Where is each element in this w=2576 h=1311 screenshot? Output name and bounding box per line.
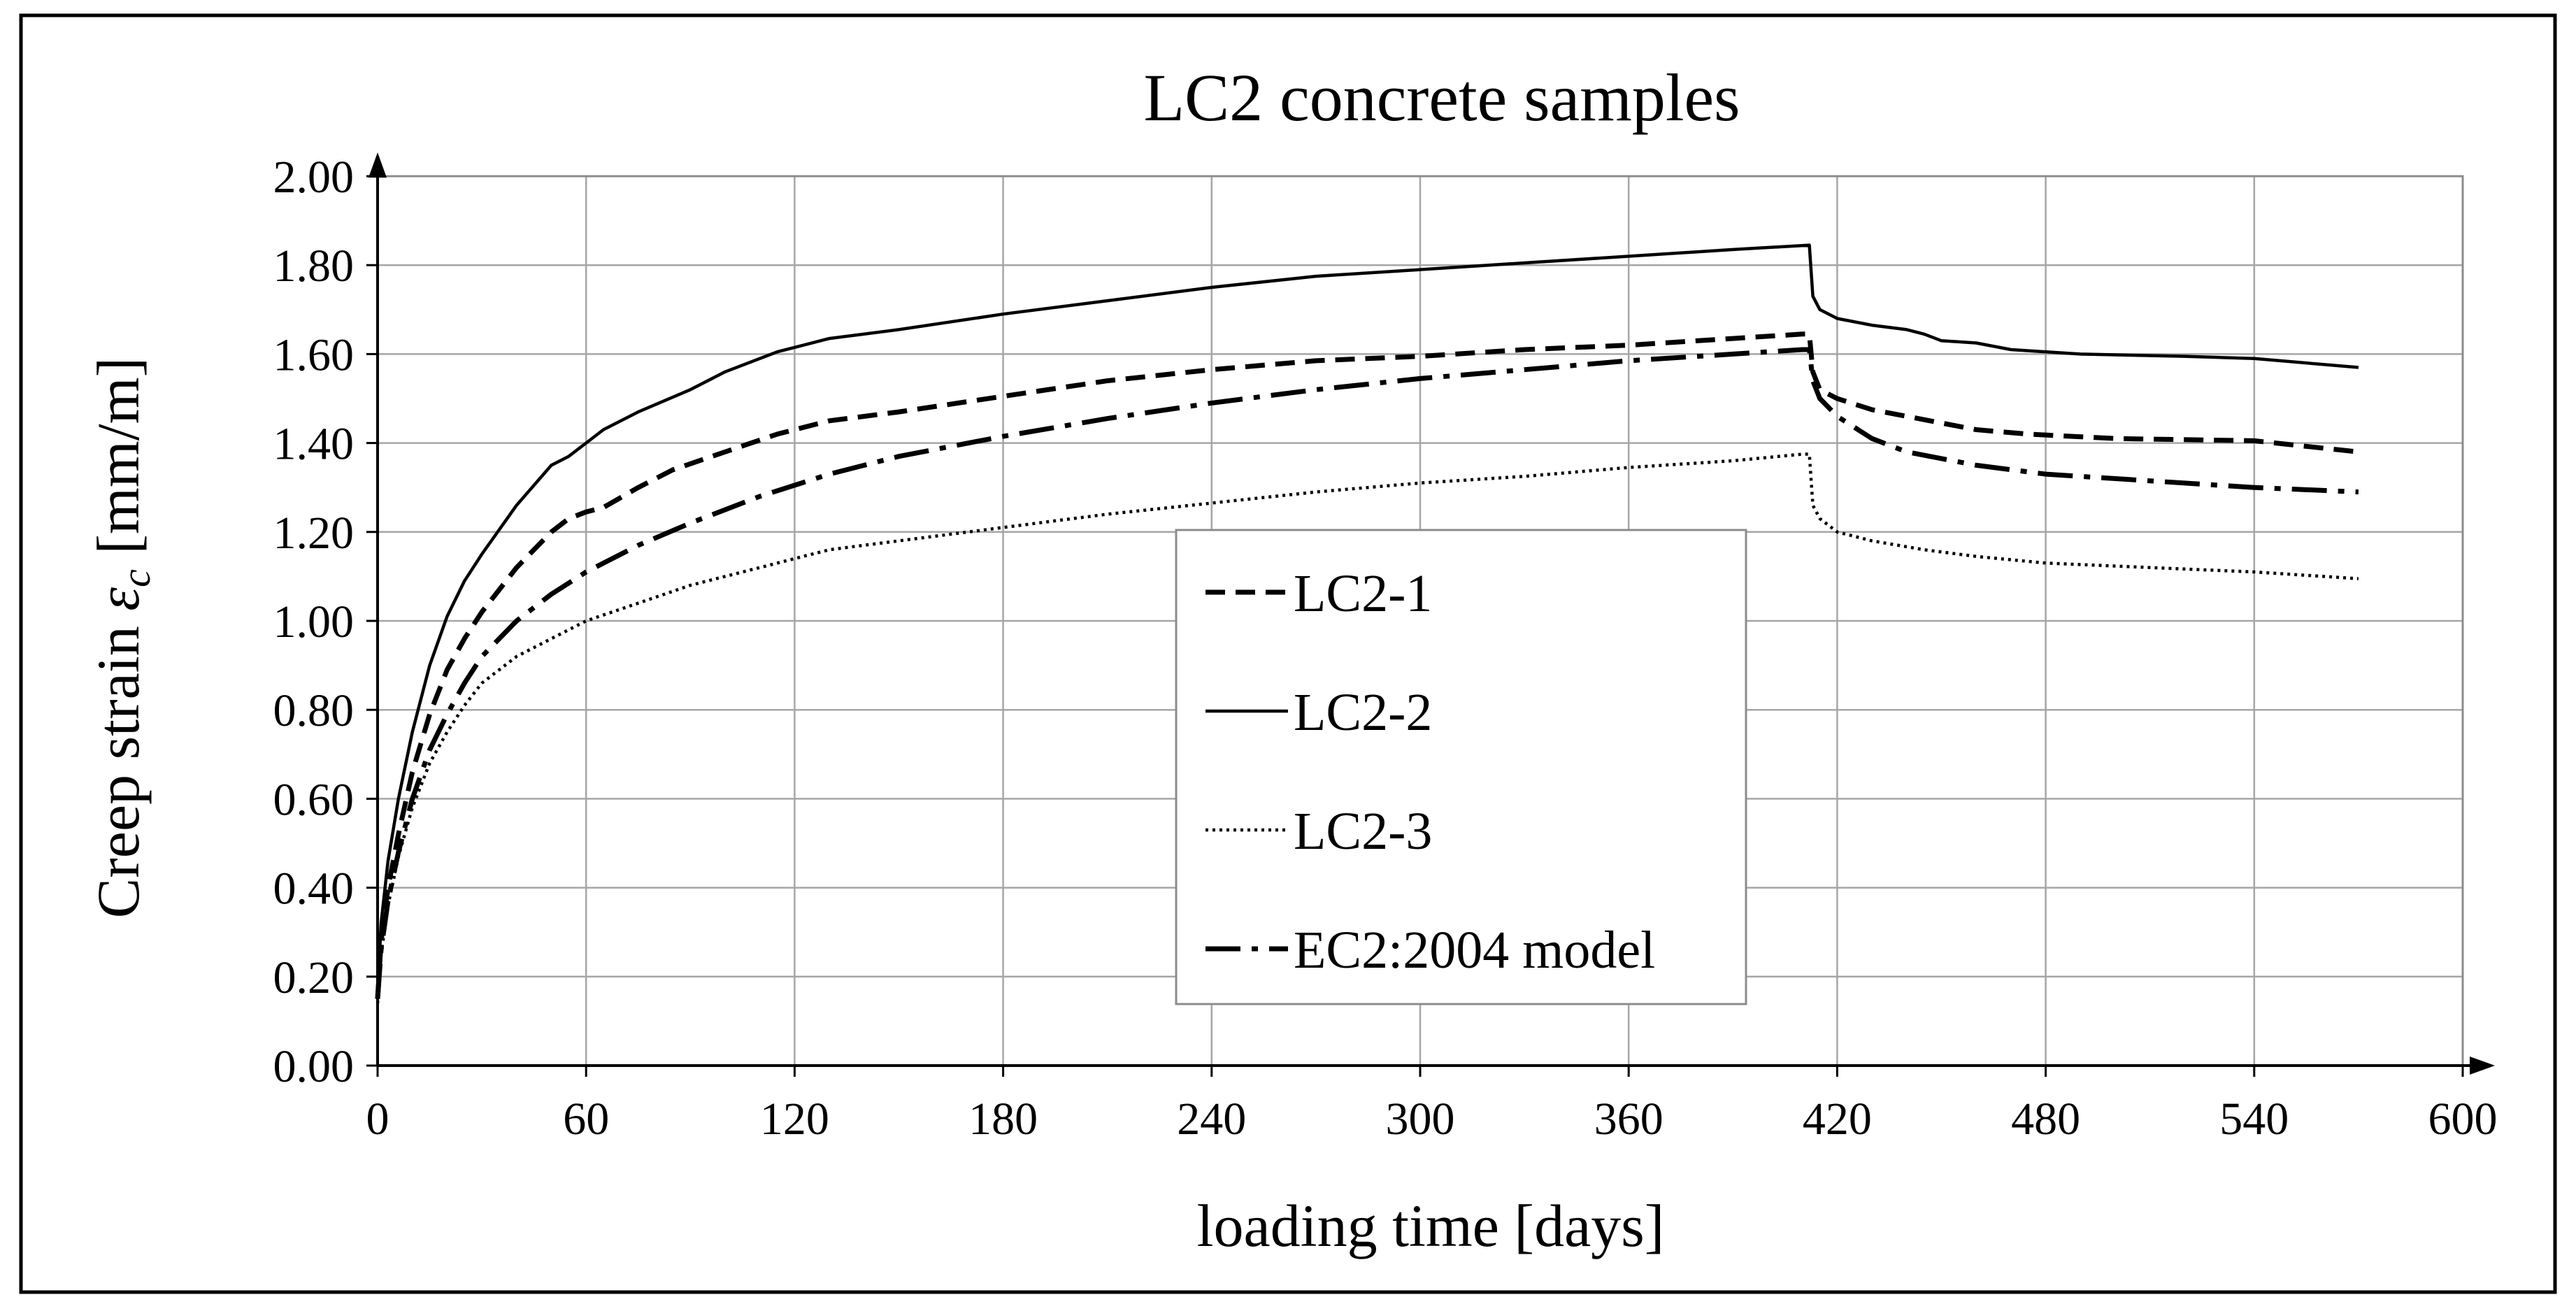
legend: LC2-1 LC2-2 LC2-3 EC2:2004 model (1175, 529, 1747, 1005)
y-axis-label-main: Creep strain (85, 611, 152, 918)
y-tick-label: 1.60 (273, 329, 355, 380)
legend-label-lc2-2: LC2-2 (1294, 683, 1432, 742)
x-tick-label: 300 (1386, 1094, 1455, 1145)
chart-title: LC2 concrete samples (1143, 60, 1740, 135)
y-tick-label: 0.20 (273, 952, 355, 1003)
series-line-ec2-2004-model (375, 347, 2359, 999)
y-axis-label: Creep strain εc [mm/m] (85, 357, 159, 918)
axes (368, 152, 2495, 1075)
y-tick-label: 0.80 (273, 685, 355, 736)
legend-label-lc2-3: LC2-3 (1294, 802, 1432, 861)
y-tick-label: 2.00 (273, 152, 355, 203)
y-tick-label: 0.40 (273, 864, 355, 915)
y-tick-label: 0.60 (273, 774, 355, 825)
y-axis-label-unit: [mm/m] (85, 357, 152, 569)
y-axis-label-subscript: c (113, 569, 159, 587)
x-tick-label: 360 (1594, 1094, 1663, 1145)
y-axis-arrow (368, 152, 387, 178)
x-axis-arrow (2470, 1056, 2495, 1075)
x-tick-label: 120 (760, 1094, 829, 1145)
series-line-lc2-1 (375, 331, 2359, 999)
x-tick-label: 180 (968, 1094, 1038, 1145)
x-tick-label: 600 (2428, 1094, 2498, 1145)
y-tick-label: 1.20 (273, 508, 355, 559)
y-tick-label: 0.00 (273, 1041, 355, 1092)
y-axis-label-symbol: ε (85, 587, 152, 611)
x-tick-label: 0 (366, 1094, 389, 1145)
y-tick-label: 1.40 (273, 419, 355, 470)
x-tick-label: 480 (2011, 1094, 2080, 1145)
series-line-lc2-2 (375, 243, 2359, 995)
series-line-lc2-3 (375, 452, 2359, 1004)
y-tick-labels: 0.00 0.20 0.40 0.60 0.80 1.00 1.20 1.40 1.60 1.80… (273, 152, 378, 1092)
x-tick-labels: 0 60 120 180 240 300 360 420 480 540 600 (366, 1066, 2498, 1145)
series-lines (375, 243, 2359, 1004)
legend-box (1175, 529, 1747, 1005)
x-tick-label: 420 (1803, 1094, 1872, 1145)
x-axis-label: loading time [days] (1197, 1192, 1665, 1259)
x-tick-label: 60 (563, 1094, 609, 1145)
y-tick-label: 1.80 (273, 241, 355, 292)
x-tick-label: 540 (2219, 1094, 2289, 1145)
legend-label-lc2-1: LC2-1 (1294, 564, 1432, 623)
y-tick-label: 1.00 (273, 596, 355, 647)
x-tick-label: 240 (1177, 1094, 1246, 1145)
legend-label-ec2-2004-model: EC2:2004 model (1294, 921, 1655, 980)
